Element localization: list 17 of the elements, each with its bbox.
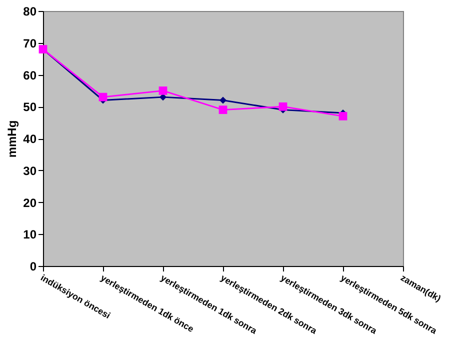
- y-tick-label: 0: [30, 260, 37, 274]
- point: [278, 102, 288, 111]
- y-tick-label: 40: [23, 132, 37, 146]
- y-tick-label: 60: [23, 68, 37, 82]
- y-tick-label: 70: [23, 36, 37, 50]
- point: [159, 94, 167, 101]
- y-tick-label: 20: [23, 196, 37, 210]
- y-tick-label: 50: [23, 100, 37, 114]
- point: [98, 92, 108, 102]
- y-tick-label: 30: [23, 164, 37, 178]
- point: [219, 96, 227, 104]
- y-tick-label: 10: [23, 228, 37, 242]
- y-tick-label: 80: [23, 4, 37, 18]
- point: [218, 106, 228, 114]
- point: [338, 112, 348, 120]
- point: [158, 86, 168, 95]
- y-axis-title: mmHg: [5, 120, 20, 158]
